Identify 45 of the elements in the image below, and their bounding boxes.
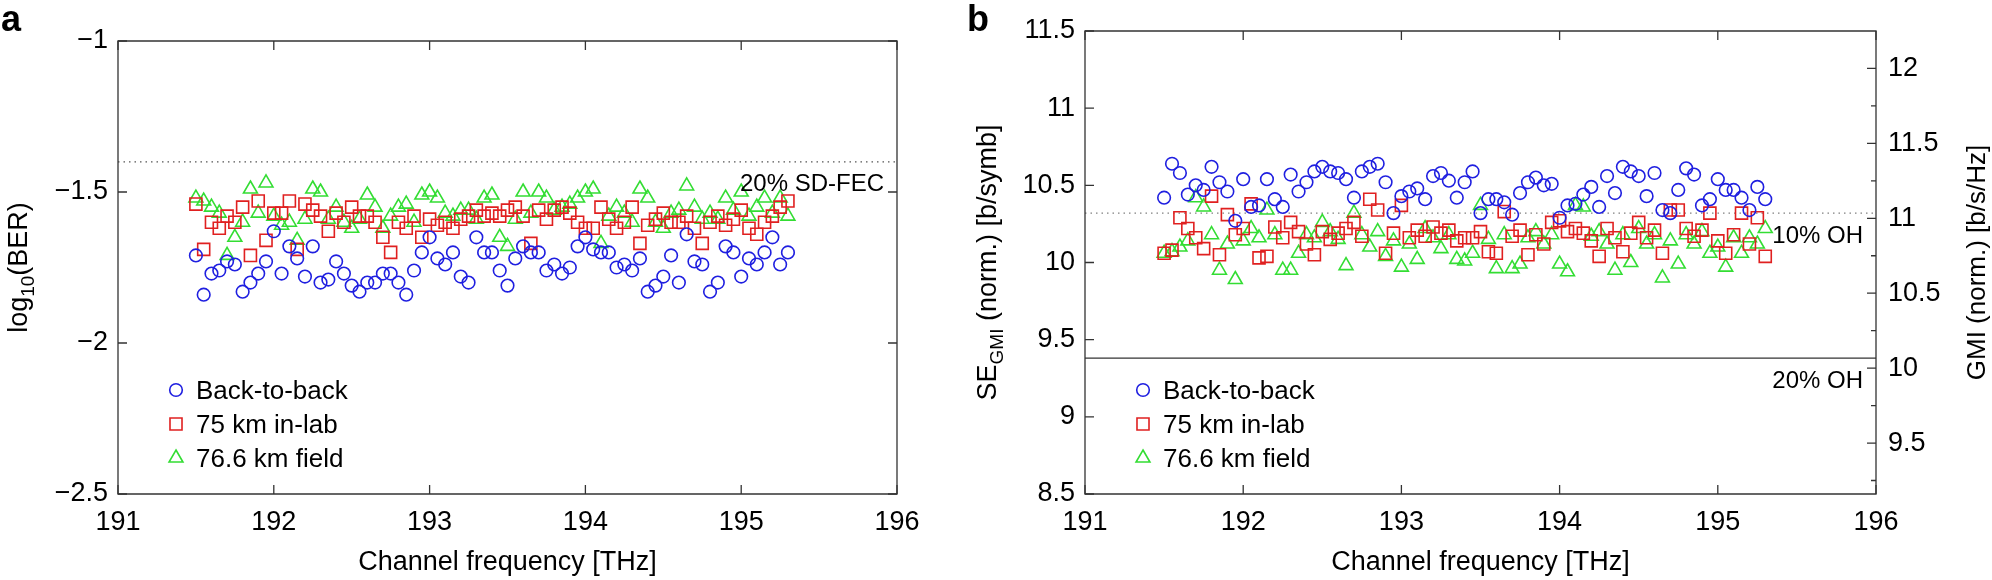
y2-axis-title: GMI (norm.) [b/s/Hz] bbox=[1961, 144, 1992, 381]
y-tick-label: 11.5 bbox=[1024, 14, 1075, 45]
y2-tick-label: 11.5 bbox=[1888, 126, 1939, 157]
x-tick-label: 196 bbox=[1853, 505, 1899, 536]
legend-label: Back-to-back bbox=[1163, 375, 1316, 406]
legend-label: Back-to-back bbox=[196, 375, 349, 406]
x-tick-label: 193 bbox=[407, 505, 453, 536]
x-axis-title: Channel frequency [THz] bbox=[1331, 545, 1630, 576]
ref-line-label: 20% SD-FEC bbox=[739, 169, 885, 197]
y2-tick-label: 10.5 bbox=[1888, 276, 1941, 307]
y-tick-label: 9.5 bbox=[1037, 323, 1075, 354]
y2-tick-label: 11 bbox=[1888, 201, 1917, 232]
y-tick-label: 8.5 bbox=[1037, 477, 1075, 508]
y-tick-label: −2.5 bbox=[54, 477, 108, 508]
y2-tick-label: 12 bbox=[1888, 51, 1919, 82]
y-tick-label: 11 bbox=[1046, 91, 1075, 122]
y-tick-label: 9 bbox=[1059, 400, 1075, 431]
legend-label: 76.6 km field bbox=[1163, 443, 1311, 474]
y2-tick-label: 9.5 bbox=[1888, 426, 1926, 457]
y-tick-label: −2 bbox=[77, 326, 108, 357]
y-axis-title: log10(BER) bbox=[2, 202, 39, 333]
x-tick-label: 195 bbox=[1695, 505, 1741, 536]
x-axis-title: Channel frequency [THz] bbox=[358, 545, 657, 576]
legend-label: 75 km in-lab bbox=[196, 409, 338, 440]
ref-line-label: 10% OH bbox=[1772, 220, 1863, 248]
x-tick-label: 195 bbox=[718, 505, 764, 536]
y-tick-label: 10.5 bbox=[1022, 168, 1075, 199]
legend-label: 75 km in-lab bbox=[1163, 409, 1305, 440]
x-tick-label: 192 bbox=[1220, 505, 1266, 536]
y-tick-label: 10 bbox=[1044, 245, 1075, 276]
y-axis-title: SEGMI (norm.) [b/symb] bbox=[971, 124, 1008, 401]
x-tick-label: 192 bbox=[251, 505, 297, 536]
x-tick-label: 191 bbox=[95, 505, 141, 536]
y2-tick-label: 10 bbox=[1888, 351, 1919, 382]
legend-label: 76.6 km field bbox=[196, 443, 344, 474]
x-tick-label: 194 bbox=[1537, 505, 1583, 536]
ref-line-label: 20% OH bbox=[1772, 365, 1863, 393]
x-tick-label: 196 bbox=[874, 505, 920, 536]
x-tick-label: 194 bbox=[562, 505, 608, 536]
x-tick-label: 193 bbox=[1378, 505, 1424, 536]
y-tick-label: −1.5 bbox=[54, 175, 108, 206]
x-tick-label: 191 bbox=[1062, 505, 1108, 536]
chart-title: b bbox=[967, 0, 989, 39]
chart-title: a bbox=[1, 0, 22, 39]
y-tick-label: −1 bbox=[77, 24, 108, 55]
